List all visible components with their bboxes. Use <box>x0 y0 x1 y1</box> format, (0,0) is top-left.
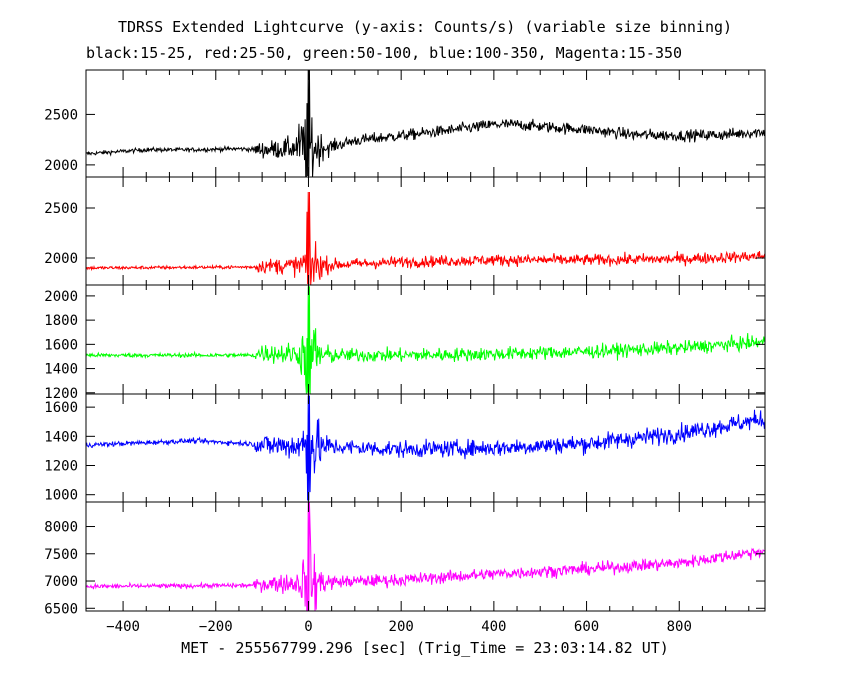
y-tick-label: 1200 <box>44 459 78 475</box>
y-tick-label: 7500 <box>44 547 78 563</box>
y-tick-label: 2000 <box>44 158 78 174</box>
y-tick-label: 1600 <box>44 337 78 353</box>
x-axis-label: MET - 255567799.296 [sec] (Trig_Time = 2… <box>181 639 669 657</box>
series-line-15-350 <box>86 502 765 611</box>
y-tick-label: 2000 <box>44 289 78 305</box>
panel-15-25: 2000 2500 <box>44 69 766 178</box>
x-tick-label: −200 <box>199 619 233 635</box>
y-tick-label: 7000 <box>44 574 78 590</box>
panel-50-100: 1200 1400 1600 1800 2000 <box>44 284 766 402</box>
panel-frame <box>85 284 766 395</box>
chart-subtitle: black:15-25, red:25-50, green:50-100, bl… <box>86 44 683 62</box>
panel-25-50: 2000 2500 <box>44 176 766 286</box>
x-tick-label: 600 <box>574 619 599 635</box>
panel-100-350: 1000 1200 1400 1600 <box>44 393 766 504</box>
panel-frame <box>85 176 766 286</box>
x-tick-label: −400 <box>106 619 140 635</box>
y-tick-label: 1800 <box>44 313 78 329</box>
panel-15-350: 6500 7000 7500 8000 <box>44 501 766 617</box>
series-line-25-50 <box>86 191 765 285</box>
y-tick-label: 2500 <box>44 107 78 123</box>
panel-frame <box>85 501 766 612</box>
panel-frame <box>85 69 766 178</box>
y-tick-label: 1200 <box>44 386 78 402</box>
y-tick-label: 1400 <box>44 362 78 378</box>
y-tick-label: 2500 <box>44 201 78 217</box>
x-tick-label: 200 <box>389 619 414 635</box>
y-tick-label: 8000 <box>44 520 78 536</box>
y-tick-label: 6500 <box>44 601 78 617</box>
y-tick-label: 1000 <box>44 488 78 504</box>
y-tick-label: 1600 <box>44 400 78 416</box>
y-tick-label: 1400 <box>44 429 78 445</box>
x-tick-label: 800 <box>667 619 692 635</box>
x-tick-label: 400 <box>481 619 506 635</box>
series-line-100-350 <box>86 395 765 501</box>
y-tick-label: 2000 <box>44 251 78 267</box>
x-tick-label: 0 <box>304 619 312 635</box>
chart-title: TDRSS Extended Lightcurve (y-axis: Count… <box>117 18 733 36</box>
series-line-15-25 <box>86 70 765 177</box>
series-line-50-100 <box>86 286 765 394</box>
